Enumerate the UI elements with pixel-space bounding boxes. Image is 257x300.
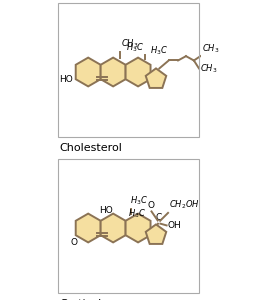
- Polygon shape: [126, 58, 151, 86]
- Polygon shape: [146, 224, 166, 244]
- Text: C: C: [155, 213, 162, 222]
- Polygon shape: [101, 214, 126, 242]
- Polygon shape: [76, 214, 101, 242]
- Text: OH: OH: [167, 221, 181, 230]
- Text: O: O: [147, 201, 154, 210]
- Polygon shape: [101, 58, 126, 86]
- Text: O: O: [70, 238, 77, 247]
- Text: $H_3C$: $H_3C$: [128, 208, 146, 220]
- Text: $CH_3$: $CH_3$: [202, 43, 219, 56]
- Text: HO: HO: [59, 75, 73, 84]
- Polygon shape: [76, 58, 101, 86]
- Text: $H_3C$: $H_3C$: [150, 45, 168, 57]
- Text: $CH_3$: $CH_3$: [200, 63, 218, 75]
- Text: $CH_3$: $CH_3$: [121, 37, 139, 50]
- Text: $H_3C$: $H_3C$: [130, 195, 148, 207]
- Text: $H_3C$: $H_3C$: [126, 41, 144, 54]
- Text: $CH_2OH$: $CH_2OH$: [169, 199, 200, 211]
- Text: HO: HO: [99, 206, 112, 215]
- Text: Cortisol: Cortisol: [59, 298, 102, 300]
- Polygon shape: [126, 214, 151, 242]
- Text: Cholesterol: Cholesterol: [59, 142, 122, 153]
- Polygon shape: [146, 68, 166, 88]
